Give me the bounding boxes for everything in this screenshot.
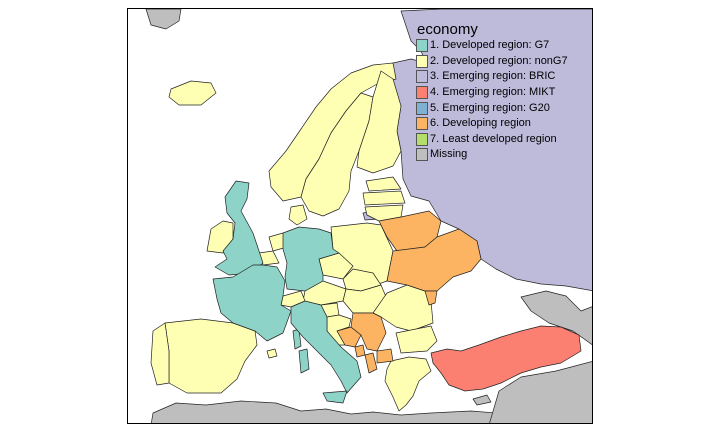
country-latvia [362,190,406,206]
country-albania [364,352,378,374]
country-sicily [322,390,348,404]
map-panel [127,8,593,424]
country-russia [380,9,592,291]
country-cyprus-missing [472,394,492,406]
country-north-africa-missing [150,400,538,423]
legend-title: economy [417,21,478,38]
country-greenland-missing [145,9,182,30]
country-middle-east-missing [489,361,592,423]
country-greece [384,356,432,412]
legend-label: 1. Developed region: G7 [430,39,550,52]
legend-item: 1. Developed region: G7 [416,38,592,54]
legend-swatch [416,70,428,84]
legend-label: 2. Developed region: nonG7 [430,54,568,67]
legend-item: Missing [416,147,592,163]
legend-swatch [416,132,428,146]
country-italy [290,300,362,394]
country-bulgaria [395,325,438,354]
country-iceland [168,80,217,106]
country-united-kingdom [214,180,264,276]
legend-label: Missing [430,148,468,161]
country-estonia [365,176,402,192]
country-balearics [266,348,278,359]
legend-item: 4. Emerging region: MIKT [416,85,592,101]
country-france [212,264,292,342]
legend-item: 3. Emerging region: BRIC [416,69,592,85]
legend-swatch [416,54,428,68]
legend-item: 7. Least developed region [416,132,592,148]
country-sardinia [298,348,310,374]
legend-swatch [416,86,428,100]
legend-label: 4. Emerging region: MIKT [430,86,556,99]
legend-item: 6. Developing region [416,116,592,132]
country-portugal [150,322,170,386]
legend-label: 7. Least developed region [430,132,557,145]
country-moldova [424,290,438,306]
country-bosnia [336,326,362,348]
country-north-macedonia [376,348,394,364]
country-caucasus-missing [520,290,592,346]
legend-swatch [416,101,428,115]
country-germany [282,226,340,292]
country-finland [356,70,402,174]
country-spain [164,318,258,394]
legend-item: 2. Developed region: nonG7 [416,54,592,70]
country-ukraine [386,228,482,292]
legend-swatch [416,39,428,53]
legend-swatch [416,117,428,131]
map-legend: economy 1. Developed region: G7 2. Develo… [416,21,592,163]
country-montenegro [354,344,366,358]
legend-label: 3. Emerging region: BRIC [430,70,556,83]
legend-swatch [416,148,428,162]
country-denmark [288,204,308,226]
country-turkey [430,325,582,392]
legend-label: 5. Emerging region: G20 [430,101,550,114]
legend-label: 6. Developing region [430,117,531,130]
legend-item: 5. Emerging region: G20 [416,100,592,116]
europe-choropleth-map [145,9,592,423]
